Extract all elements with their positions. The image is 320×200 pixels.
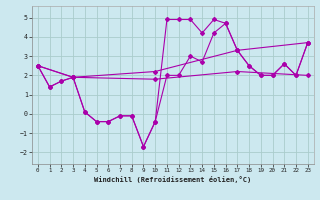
X-axis label: Windchill (Refroidissement éolien,°C): Windchill (Refroidissement éolien,°C) <box>94 176 252 183</box>
